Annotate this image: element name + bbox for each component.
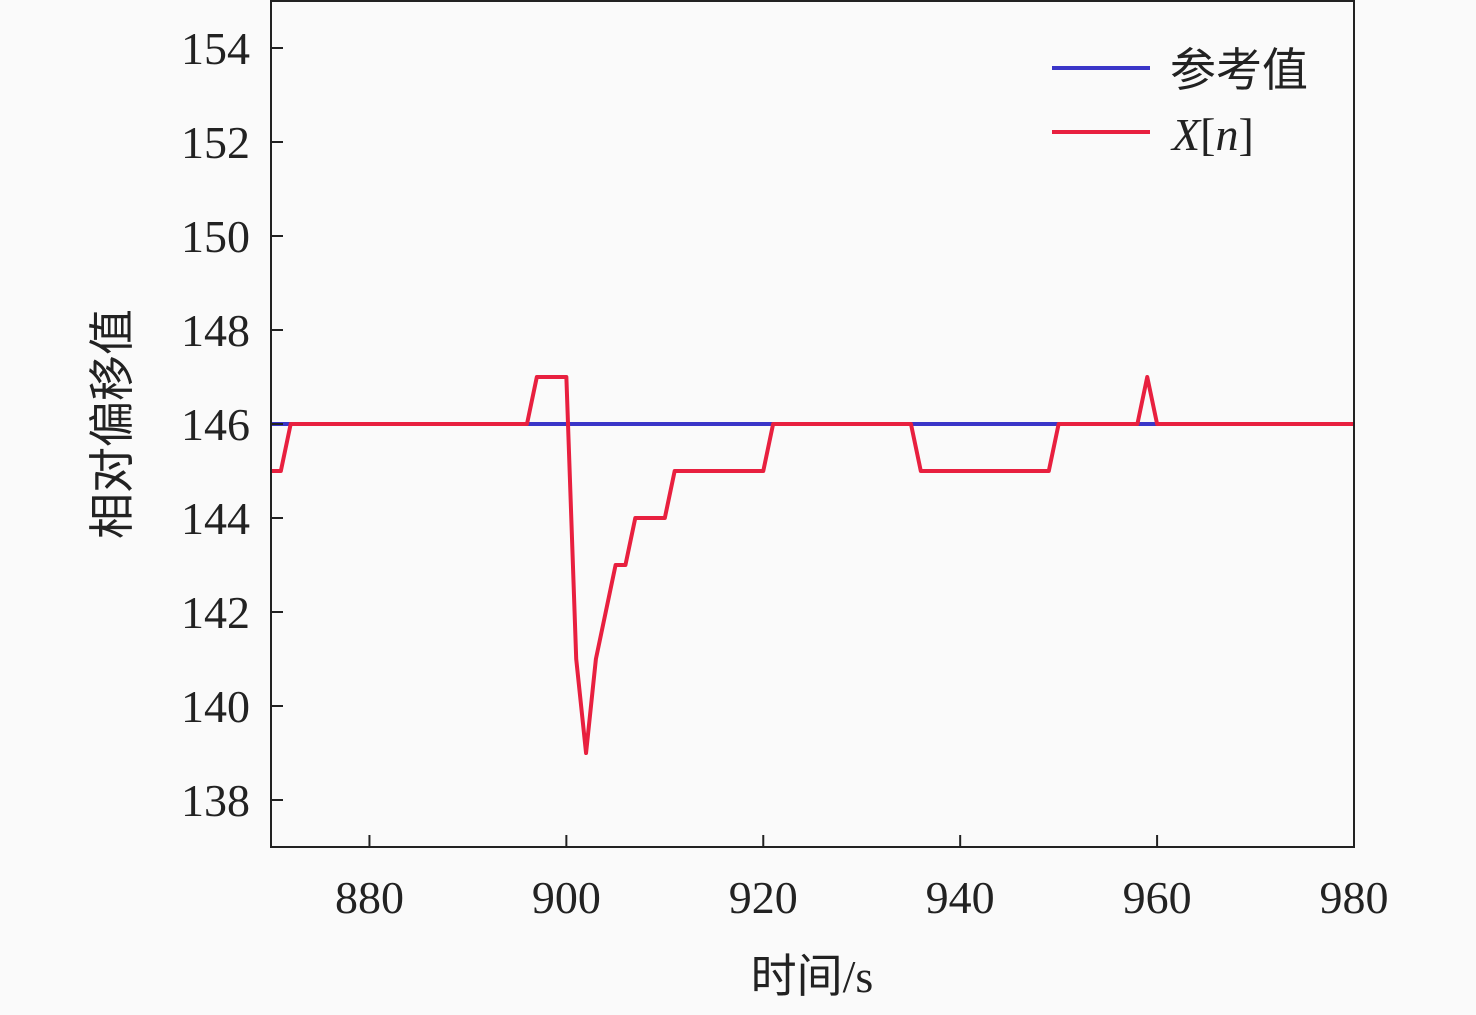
x-tick-label: 920 xyxy=(729,872,798,923)
y-tick-label: 144 xyxy=(181,493,250,544)
y-tick-label: 150 xyxy=(181,211,250,262)
x-tick-label: 880 xyxy=(335,872,404,923)
legend-label-reference: 参考值 xyxy=(1170,45,1308,96)
legend-label-xn: X[n] xyxy=(1170,109,1254,160)
plot-area xyxy=(271,375,1354,755)
y-tick-label: 142 xyxy=(181,587,250,638)
y-tick-label: 146 xyxy=(181,399,250,450)
y-tick-label: 148 xyxy=(181,305,250,356)
series-line-1 xyxy=(271,375,1354,755)
y-tick-label: 154 xyxy=(181,23,250,74)
y-tick-label: 140 xyxy=(181,681,250,732)
x-tick-label: 940 xyxy=(926,872,995,923)
x-tick-label: 900 xyxy=(532,872,601,923)
legend: 参考值 X[n] xyxy=(1052,45,1308,160)
y-tick-label: 138 xyxy=(181,775,250,826)
x-tick-label: 980 xyxy=(1320,872,1389,923)
y-axis-label: 相对偏移值 xyxy=(87,309,138,539)
x-axis-label: 时间/s xyxy=(751,951,874,1002)
x-tick-label: 960 xyxy=(1123,872,1192,923)
y-tick-label: 152 xyxy=(181,117,250,168)
axis-ticks: 880 900 920 940 960 980 138 140 142 144 146 148 150 1… xyxy=(181,23,1389,923)
